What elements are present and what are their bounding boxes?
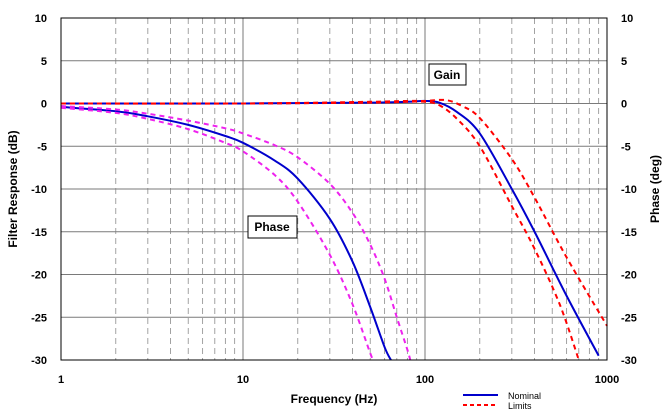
legend-nominal-label: Nominal bbox=[508, 391, 541, 401]
y-tick-label: 0 bbox=[41, 99, 47, 111]
y-tick-label: -15 bbox=[31, 227, 47, 239]
gain-limit-line-1 bbox=[60, 98, 608, 327]
x-axis-label: Frequency (Hz) bbox=[291, 392, 378, 406]
phase-annotation-text: Phase bbox=[254, 220, 290, 234]
x-tick-label: 10 bbox=[237, 374, 249, 386]
legend: Nominal Limits bbox=[463, 391, 541, 411]
plot-border bbox=[60, 17, 608, 361]
phase-limit-line-4 bbox=[60, 105, 412, 361]
phase-annotation: Phase bbox=[247, 215, 298, 239]
y2-tick-label: 5 bbox=[621, 56, 627, 68]
phase-nominal-line-3 bbox=[60, 105, 392, 361]
y2-tick-label: -25 bbox=[621, 312, 637, 324]
y-tick-label: 5 bbox=[41, 56, 47, 68]
y-tick-label: 10 bbox=[35, 13, 47, 25]
y2-tick-label: 0 bbox=[621, 99, 627, 111]
y-axis-label: Filter Response (dB) bbox=[6, 130, 20, 247]
tick-labels: 1 10 100 1000 10 5 0 -5 -10 -15 -20 -25 -30 10 5 0 -5 -10… bbox=[31, 13, 637, 386]
legend-limits-label: Limits bbox=[508, 401, 532, 409]
y2-tick-label: -5 bbox=[621, 141, 631, 153]
y-tick-label: -30 bbox=[31, 355, 47, 367]
gain-annotation-text: Gain bbox=[434, 68, 461, 82]
x-tick-label: 1000 bbox=[595, 374, 619, 386]
x-tick-label: 1 bbox=[58, 374, 64, 386]
y-tick-label: -25 bbox=[31, 312, 47, 324]
y2-tick-label: 10 bbox=[621, 13, 633, 25]
y2-tick-label: -30 bbox=[621, 355, 637, 367]
phase-limit-line-5 bbox=[60, 106, 375, 361]
y-tick-label: -10 bbox=[31, 184, 47, 196]
y2-tick-label: -10 bbox=[621, 184, 637, 196]
gain-annotation: Gain bbox=[428, 63, 467, 86]
x-tick-label: 100 bbox=[416, 374, 434, 386]
y2-tick-label: -15 bbox=[621, 227, 637, 239]
y-tick-label: -20 bbox=[31, 270, 47, 282]
y2-tick-label: -20 bbox=[621, 270, 637, 282]
gain-limit-line-2 bbox=[60, 100, 580, 361]
y-tick-label: -5 bbox=[37, 141, 47, 153]
y2-axis-label: Phase (deg) bbox=[648, 155, 662, 223]
series-lines bbox=[60, 98, 608, 361]
